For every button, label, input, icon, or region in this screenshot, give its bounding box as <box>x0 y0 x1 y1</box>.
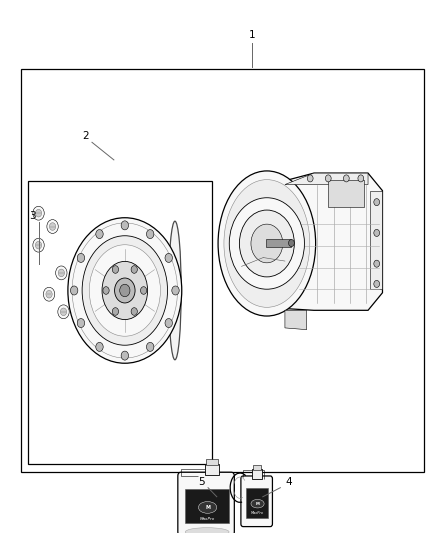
Bar <box>246 488 268 518</box>
Circle shape <box>374 229 380 237</box>
Circle shape <box>120 284 130 297</box>
Text: M: M <box>256 502 259 506</box>
Bar <box>370 191 382 289</box>
Circle shape <box>33 238 44 252</box>
Bar <box>185 489 229 523</box>
Bar <box>253 465 261 470</box>
Circle shape <box>46 290 52 298</box>
Ellipse shape <box>185 528 229 533</box>
Circle shape <box>307 175 313 182</box>
Ellipse shape <box>198 502 217 513</box>
Circle shape <box>131 308 138 316</box>
Circle shape <box>165 319 173 328</box>
Circle shape <box>343 175 349 182</box>
Bar <box>252 469 262 479</box>
Text: 2: 2 <box>82 131 89 141</box>
Circle shape <box>49 223 56 230</box>
Circle shape <box>112 308 119 316</box>
Circle shape <box>141 287 147 294</box>
Circle shape <box>56 266 67 280</box>
Text: 3: 3 <box>29 211 36 221</box>
Circle shape <box>112 265 119 273</box>
Ellipse shape <box>218 171 316 316</box>
Polygon shape <box>285 310 307 329</box>
Text: M: M <box>205 505 210 510</box>
Circle shape <box>240 210 294 277</box>
Circle shape <box>96 230 103 239</box>
Circle shape <box>35 241 42 249</box>
Bar <box>266 239 291 247</box>
Bar <box>21 69 424 472</box>
Ellipse shape <box>102 261 148 320</box>
Text: 4: 4 <box>286 478 293 487</box>
Circle shape <box>35 209 42 217</box>
Circle shape <box>165 253 173 262</box>
Circle shape <box>103 287 109 294</box>
Bar <box>328 180 364 206</box>
Circle shape <box>358 175 364 182</box>
Circle shape <box>71 286 78 295</box>
Circle shape <box>33 206 44 220</box>
Ellipse shape <box>72 223 177 358</box>
Circle shape <box>115 278 135 303</box>
Circle shape <box>131 265 138 273</box>
Circle shape <box>77 253 85 262</box>
Bar <box>206 459 218 465</box>
Circle shape <box>60 308 67 316</box>
Text: MaxPro: MaxPro <box>251 511 264 515</box>
Ellipse shape <box>89 245 160 336</box>
Circle shape <box>121 221 128 230</box>
Circle shape <box>289 239 294 247</box>
Circle shape <box>58 305 69 319</box>
Polygon shape <box>285 173 368 184</box>
Circle shape <box>146 230 154 239</box>
Ellipse shape <box>82 236 167 345</box>
Circle shape <box>58 269 64 277</box>
Circle shape <box>374 260 380 267</box>
Circle shape <box>96 342 103 351</box>
Ellipse shape <box>224 180 310 308</box>
Ellipse shape <box>68 217 182 364</box>
Text: 5: 5 <box>198 478 205 487</box>
Bar <box>254 237 269 259</box>
Circle shape <box>374 199 380 206</box>
Circle shape <box>374 280 380 287</box>
Circle shape <box>251 224 283 263</box>
Ellipse shape <box>169 221 181 360</box>
Circle shape <box>47 220 58 233</box>
Text: 1: 1 <box>248 30 255 39</box>
Circle shape <box>229 198 304 289</box>
FancyBboxPatch shape <box>241 476 272 527</box>
Ellipse shape <box>251 499 264 508</box>
Text: MaxPro: MaxPro <box>200 516 215 521</box>
Bar <box>28 181 212 464</box>
Bar <box>205 464 219 475</box>
Polygon shape <box>252 184 269 206</box>
Circle shape <box>43 287 55 301</box>
Circle shape <box>172 286 179 295</box>
FancyBboxPatch shape <box>178 472 234 533</box>
Circle shape <box>146 342 154 351</box>
Circle shape <box>325 175 331 182</box>
Circle shape <box>77 319 85 328</box>
Polygon shape <box>270 173 382 310</box>
Circle shape <box>121 351 128 360</box>
